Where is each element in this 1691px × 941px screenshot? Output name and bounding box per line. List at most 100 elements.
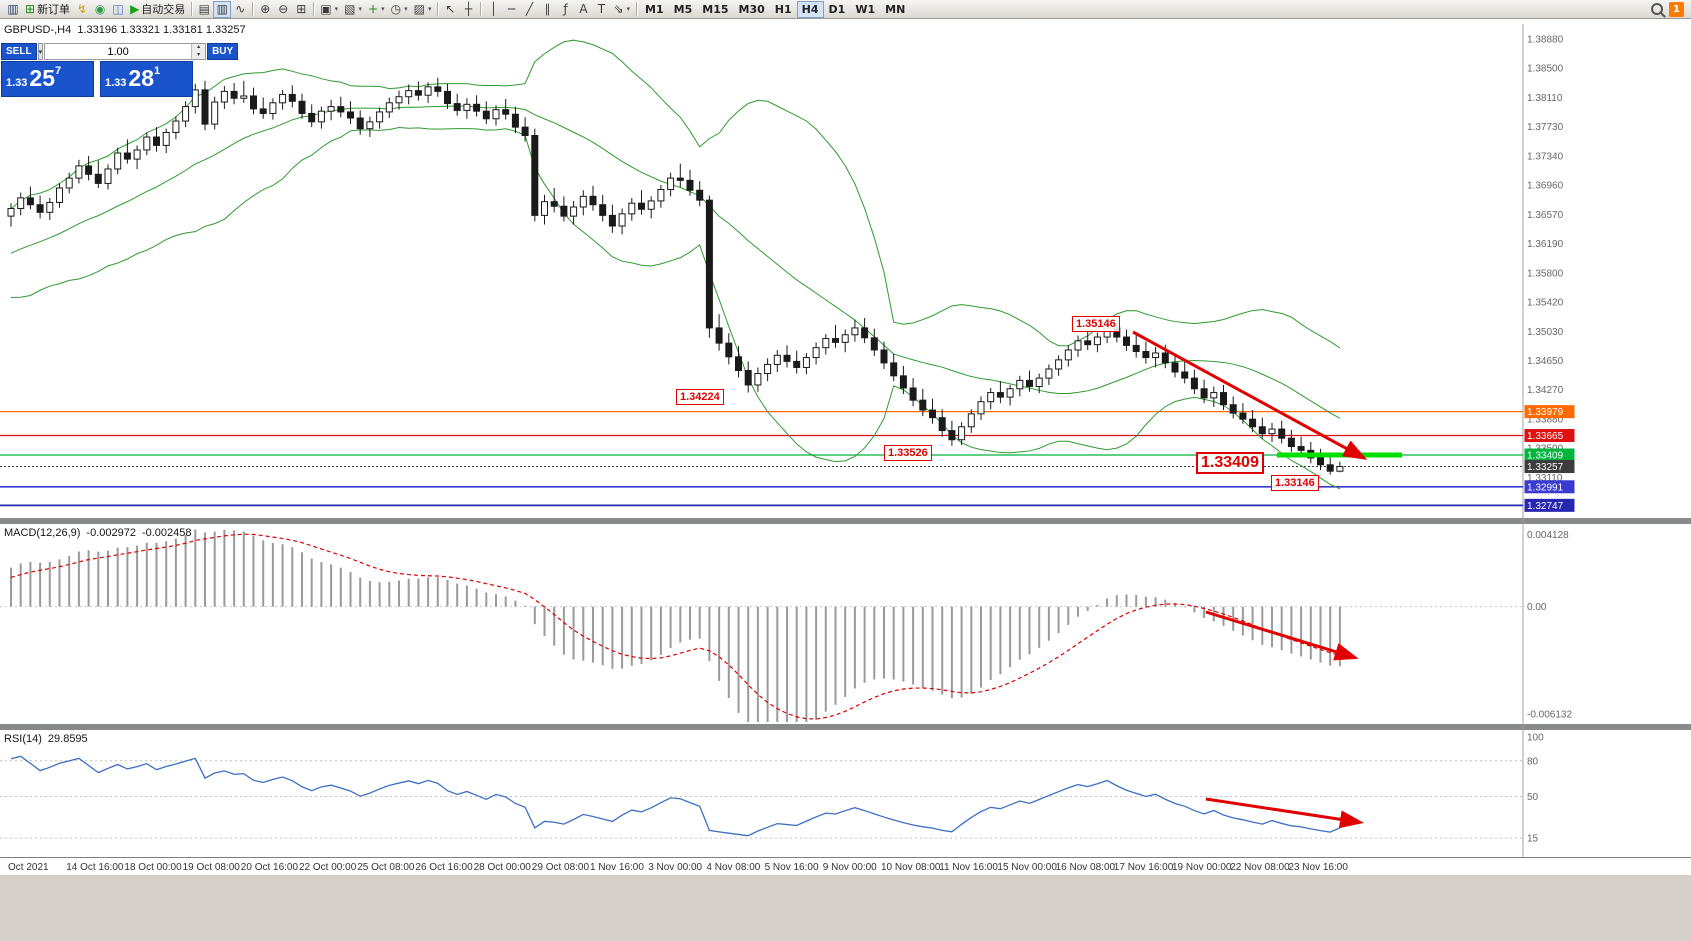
channel-icon[interactable]: ∥ xyxy=(538,1,556,18)
alerts-badge[interactable]: 1 xyxy=(1666,1,1687,18)
svg-text:1.37730: 1.37730 xyxy=(1527,122,1564,133)
price-annotation[interactable]: 1.34224 xyxy=(676,389,724,405)
svg-text:28 Oct 00:00: 28 Oct 00:00 xyxy=(474,862,532,873)
horizontal-line-icon[interactable]: ─ xyxy=(502,1,520,18)
timeframe-w1[interactable]: W1 xyxy=(850,1,880,18)
bar-chart-icon[interactable]: ▤ xyxy=(195,1,213,18)
svg-text:14 Oct 16:00: 14 Oct 16:00 xyxy=(66,862,124,873)
text-icon[interactable]: A xyxy=(574,1,592,18)
svg-text:18 Oct 00:00: 18 Oct 00:00 xyxy=(124,862,182,873)
rsi-level-lines xyxy=(0,760,1523,839)
flash-icon: ↯ xyxy=(77,2,88,16)
market-watch-icon[interactable]: ◉ xyxy=(91,1,109,18)
chart-ohlc-values: 1.33196 1.33321 1.33181 1.33257 xyxy=(77,24,246,36)
cursor-icon[interactable]: ↖ xyxy=(441,1,459,18)
vertical-line-icon[interactable]: │ xyxy=(484,1,502,18)
flash-icon[interactable]: ↯ xyxy=(73,1,91,18)
macd-axis[interactable]: 0.004128 0.00 -0.006132 xyxy=(1527,530,1572,720)
volume-increase-button[interactable]: ▴ xyxy=(192,44,206,52)
one-click-top-row: SELL ▾ ▴ ▾ BUY xyxy=(1,43,239,60)
volume-input[interactable] xyxy=(45,44,192,59)
trend-arrows[interactable] xyxy=(1132,330,1368,829)
auto-trading-icon: ▶ xyxy=(130,2,140,16)
zoom-in-icon[interactable]: ⊕ xyxy=(256,1,274,18)
new-order-button[interactable]: ⊞ 新订单 xyxy=(22,1,73,18)
horizontal-level-lines[interactable] xyxy=(0,411,1523,507)
price-axis[interactable]: 1.38880 1.38500 1.38110 1.37730 1.37340 1.369… xyxy=(1527,34,1564,484)
tile-windows-icon[interactable]: ⊞ xyxy=(292,1,310,18)
timeframe-h1[interactable]: H1 xyxy=(770,1,797,18)
svg-text:15 Nov 00:00: 15 Nov 00:00 xyxy=(997,862,1057,873)
trendline-icon[interactable]: ╱ xyxy=(520,1,538,18)
support-highlight-segment[interactable] xyxy=(1277,452,1402,458)
indicators-icon[interactable]: + ▾ xyxy=(365,1,388,18)
svg-text:1.37340: 1.37340 xyxy=(1527,152,1564,163)
chart-shortcut-icon[interactable]: ▥ xyxy=(4,1,22,18)
profiles-icon[interactable]: ▧ ▾ xyxy=(341,1,365,18)
chevron-down-icon: ▾ xyxy=(334,5,339,13)
price-annotation[interactable]: 1.33146 xyxy=(1271,475,1319,491)
svg-text:80: 80 xyxy=(1527,756,1539,767)
search-button[interactable] xyxy=(1648,1,1666,18)
svg-text:1.35800: 1.35800 xyxy=(1527,269,1564,280)
new-chart-icon[interactable]: ▣ ▾ xyxy=(317,1,341,18)
timeframe-mn[interactable]: MN xyxy=(880,1,910,18)
toolbar-separator xyxy=(437,2,439,16)
svg-text:19 Nov 00:00: 19 Nov 00:00 xyxy=(1172,862,1232,873)
zoom-in-icon: ⊕ xyxy=(260,2,271,16)
macd-signal-value: -0.002458 xyxy=(141,527,192,539)
auto-trading-button[interactable]: ▶ 自动交易 xyxy=(127,1,188,18)
zoom-out-icon[interactable]: ⊖ xyxy=(274,1,292,18)
navigator-icon[interactable]: ◫ xyxy=(109,1,127,18)
timeframe-m30[interactable]: M30 xyxy=(734,1,770,18)
sell-price-button[interactable]: 1.33257 xyxy=(1,61,94,97)
candlestick-chart-icon[interactable]: ▥ xyxy=(213,0,232,18)
arrows-tool-icon[interactable]: ⇘ ▾ xyxy=(610,1,633,18)
svg-text:1.33257: 1.33257 xyxy=(1527,462,1564,473)
line-chart-icon[interactable]: ∿ xyxy=(231,1,249,18)
svg-text:100: 100 xyxy=(1527,733,1544,744)
timeframe-m15[interactable]: M15 xyxy=(697,1,733,18)
cursor-icon: ↖ xyxy=(445,2,456,16)
chevron-down-icon: ▾ xyxy=(427,5,432,13)
buy-price-button[interactable]: 1.33281 xyxy=(100,61,193,97)
time-axis[interactable]: Oct 2021 14 Oct 16:00 18 Oct 00:00 19 Oct 0… xyxy=(8,862,1348,873)
timeframe-d1-label: D1 xyxy=(828,2,846,16)
price-annotation[interactable]: 1.35146 xyxy=(1072,316,1120,332)
price-annotation[interactable]: 1.33409 xyxy=(1196,452,1264,474)
rsi-line xyxy=(10,755,1341,837)
svg-text:1.33880: 1.33880 xyxy=(1527,415,1564,426)
rsi-value: 29.8595 xyxy=(47,733,88,745)
crosshair-icon[interactable]: ┼ xyxy=(459,1,477,18)
timeframe-d1[interactable]: D1 xyxy=(824,1,851,18)
chart-plot[interactable]: 1.38880 1.38500 1.38110 1.37730 1.37340 1.369… xyxy=(0,19,1691,941)
volume-box: ▴ ▾ xyxy=(44,43,207,60)
crosshair-icon: ┼ xyxy=(464,2,473,16)
templates-icon[interactable]: ▨ ▾ xyxy=(411,1,435,18)
order-options-dropdown[interactable]: ▾ xyxy=(37,43,44,60)
bid-price-pip: 7 xyxy=(55,64,62,77)
svg-text:17 Nov 16:00: 17 Nov 16:00 xyxy=(1114,862,1174,873)
chevron-down-icon: ▾ xyxy=(381,5,385,13)
chart-shortcut-icon: ▥ xyxy=(7,2,19,16)
fibonacci-icon[interactable]: ƒ xyxy=(556,1,574,18)
timeframe-h4[interactable]: H4 xyxy=(796,0,824,18)
volume-decrease-button[interactable]: ▾ xyxy=(192,51,206,59)
sell-button[interactable]: SELL xyxy=(1,43,37,60)
periods-icon[interactable]: ◷ ▾ xyxy=(388,1,411,18)
price-annotation[interactable]: 1.33526 xyxy=(884,445,932,461)
svg-text:1.32747: 1.32747 xyxy=(1527,501,1564,512)
text-label-icon[interactable]: T xyxy=(592,1,610,18)
svg-text:0.004128: 0.004128 xyxy=(1527,530,1569,541)
svg-text:0.00: 0.00 xyxy=(1527,602,1547,613)
timeframe-m30-label: M30 xyxy=(738,2,765,16)
svg-text:1.33110: 1.33110 xyxy=(1527,473,1563,484)
buy-button[interactable]: BUY xyxy=(207,43,239,60)
svg-text:Oct 2021: Oct 2021 xyxy=(8,862,49,873)
timeframe-m1[interactable]: M1 xyxy=(640,1,669,18)
timeframe-m5[interactable]: M5 xyxy=(669,1,698,18)
rsi-axis[interactable]: 100 80 50 15 xyxy=(1527,733,1544,845)
toolbar-separator xyxy=(252,2,254,16)
main-toolbar: ▥ ⊞ 新订单 ↯ ◉ ◫ ▶ 自动交易 ▤ ▥ ∿ ⊕ ⊖ ⊞ ▣ ▾ ▧ ▾ + ▾ ◷ ▾ ▨ ▾ ↖ ┼ │ ─ ╱ ∥ ƒ A T ⇘ ▾… xyxy=(0,0,1691,19)
channel-icon: ∥ xyxy=(544,2,551,16)
